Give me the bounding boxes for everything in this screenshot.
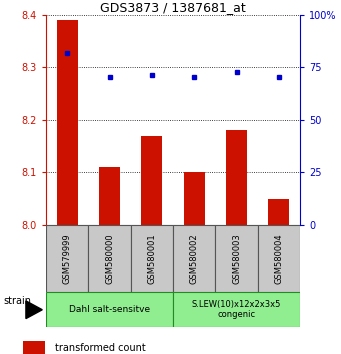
Text: GSM580001: GSM580001 [147,233,157,284]
Bar [173,225,216,292]
Bar [141,136,162,225]
Bar [23,341,45,354]
Title: GDS3873 / 1387681_at: GDS3873 / 1387681_at [100,1,246,14]
Text: transformed count: transformed count [55,343,146,353]
Bar [46,225,88,292]
Bar [226,130,247,225]
Bar [99,167,120,225]
Bar [46,292,173,327]
Bar [131,225,173,292]
Text: GSM579999: GSM579999 [63,233,72,284]
Bar [258,225,300,292]
Bar [57,20,78,225]
Polygon shape [26,301,42,319]
Bar [268,199,290,225]
Text: GSM580002: GSM580002 [190,233,199,284]
Bar [173,292,300,327]
Text: S.LEW(10)x12x2x3x5
congenic: S.LEW(10)x12x2x3x5 congenic [192,300,281,319]
Text: GSM580004: GSM580004 [275,233,283,284]
Text: Dahl salt-sensitve: Dahl salt-sensitve [69,305,150,314]
Text: GSM580003: GSM580003 [232,233,241,284]
Text: GSM580000: GSM580000 [105,233,114,284]
Bar [216,225,258,292]
Text: strain: strain [3,296,31,306]
Bar [88,225,131,292]
Bar [184,172,205,225]
